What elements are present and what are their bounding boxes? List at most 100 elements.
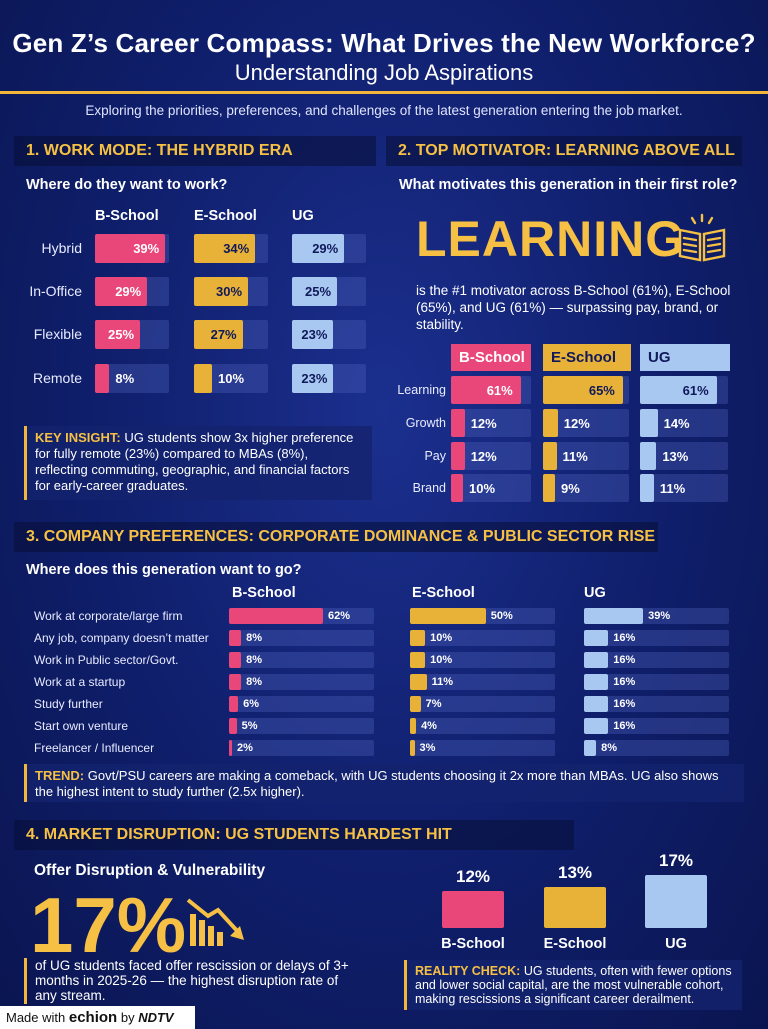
bar <box>95 277 148 306</box>
tick-label: Work in Public sector/Govt. <box>34 653 179 667</box>
bar <box>451 442 465 470</box>
bar <box>640 376 717 404</box>
footer-brand-echion: echion <box>68 1009 118 1026</box>
data-label: 61% <box>486 383 513 398</box>
bar <box>229 608 323 624</box>
series-label-1: E-School <box>543 344 631 371</box>
bar <box>544 887 606 928</box>
page-title: Gen Z’s Career Compass: What Drives the … <box>12 28 756 58</box>
bar <box>229 630 242 646</box>
bar <box>229 740 233 756</box>
bar <box>229 718 237 734</box>
data-label: 23% <box>301 327 328 342</box>
tick-label: Learning <box>397 383 446 397</box>
data-label: 11% <box>659 481 686 496</box>
section2-question: What motivates this generation in their … <box>399 177 738 193</box>
data-label: 8% <box>246 632 263 644</box>
data-label: 12% <box>470 449 497 464</box>
section3-question: Where does this generation want to go? <box>26 562 302 578</box>
data-label: 65% <box>588 383 615 398</box>
footer-made-with: Made with <box>6 1010 66 1025</box>
data-label: 16% <box>613 654 636 666</box>
data-label: 8% <box>246 654 263 666</box>
series-label-1: E-School <box>412 585 475 601</box>
bar <box>584 674 609 690</box>
data-label: 39% <box>648 610 671 622</box>
data-label: 12% <box>455 866 491 886</box>
key-insight-text: UG students show 3x higher preference fo… <box>35 430 354 493</box>
data-label: 7% <box>425 698 442 710</box>
data-label: 29% <box>312 241 339 256</box>
bar-track <box>229 674 374 690</box>
reality-check-box: REALITY CHECK: UG students, often with f… <box>404 960 742 1010</box>
bar <box>584 718 609 734</box>
bar <box>543 376 623 404</box>
section2-heading: 2. TOP MOTIVATOR: LEARNING ABOVE ALL <box>386 136 742 166</box>
data-label: 10% <box>430 632 453 644</box>
bar <box>410 740 415 756</box>
bar-track <box>229 718 374 734</box>
bar <box>410 630 426 646</box>
data-label: 34% <box>223 241 250 256</box>
section1-question: Where do they want to work? <box>26 177 228 193</box>
tick-label: Hybrid <box>41 240 82 256</box>
bar <box>584 652 609 668</box>
bar-track <box>584 652 729 668</box>
tick-label: Growth <box>405 416 446 430</box>
series-label-2: UG <box>584 585 606 601</box>
bar <box>194 364 212 393</box>
section1-heading: 1. WORK MODE: THE HYBRID ERA <box>14 136 376 166</box>
tick-label: Study further <box>34 697 103 711</box>
bar-track <box>410 718 555 734</box>
key-insight-label: KEY INSIGHT: <box>35 430 121 445</box>
bar-track <box>451 474 531 502</box>
bar <box>95 364 110 393</box>
data-label: 8% <box>601 742 618 754</box>
data-label: 10% <box>469 481 496 496</box>
bar <box>229 674 242 690</box>
data-label: 23% <box>301 371 328 386</box>
bar <box>410 608 486 624</box>
bar <box>292 320 334 349</box>
bar-track <box>410 740 555 756</box>
bar <box>194 277 248 306</box>
tick-label: In-Office <box>29 283 82 299</box>
bar <box>451 409 465 437</box>
bar <box>584 608 644 624</box>
bar-track <box>640 474 728 502</box>
tick-label: Freelancer / Influencer <box>34 741 155 755</box>
data-label: 16% <box>613 698 636 710</box>
data-label: 17% <box>658 851 694 870</box>
data-label: 30% <box>216 284 243 299</box>
bar <box>95 234 166 263</box>
data-label: 62% <box>328 610 351 622</box>
data-label: 39% <box>133 241 160 256</box>
data-label: 50% <box>490 610 513 622</box>
bar-track <box>584 718 729 734</box>
section3-heading: 3. COMPANY PREFERENCES: CORPORATE DOMINA… <box>14 522 658 552</box>
bar-track <box>229 740 374 756</box>
data-label: 16% <box>613 632 636 644</box>
tick-label: Any job, company doesn’t matter <box>34 631 209 645</box>
bar <box>640 474 654 502</box>
series-label-2: UG <box>640 344 730 371</box>
open-book-icon <box>678 213 726 262</box>
data-label: 10% <box>218 371 245 386</box>
page-subtitle: Understanding Job Aspirations <box>234 60 534 85</box>
declining-chart-icon <box>186 898 244 946</box>
bar <box>194 320 243 349</box>
bar-track <box>410 652 555 668</box>
disruption-subhead: Offer Disruption & Vulnerability <box>34 862 266 879</box>
bar-track <box>584 674 729 690</box>
bar-track <box>229 696 374 712</box>
bar <box>292 364 334 393</box>
data-label: 16% <box>613 720 636 732</box>
trend-box: TREND: Govt/PSU careers are making a com… <box>24 764 744 802</box>
data-label: 27% <box>210 327 237 342</box>
data-label: 61% <box>682 383 709 398</box>
reality-check-label: REALITY CHECK: <box>415 964 521 978</box>
bar-track <box>584 740 729 756</box>
tick-label: Pay <box>424 449 446 463</box>
data-label: 25% <box>305 284 332 299</box>
bar <box>543 474 555 502</box>
